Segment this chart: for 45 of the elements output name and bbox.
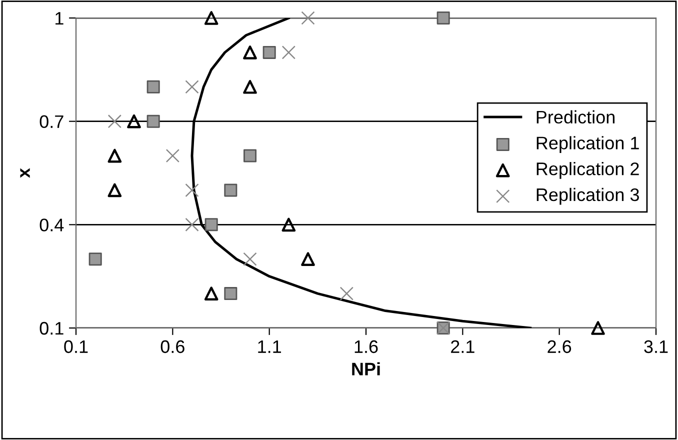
point	[185, 183, 199, 198]
x-tick-label: 3.1	[644, 340, 668, 354]
x-tick-label: 1.1	[258, 340, 282, 353]
point	[185, 218, 199, 232]
point	[146, 80, 160, 94]
x-tick-label: 1.6	[354, 340, 378, 354]
point	[243, 149, 257, 162]
point	[108, 183, 122, 198]
point	[436, 11, 450, 25]
x-tick-label: 2.1	[451, 340, 474, 353]
point	[185, 80, 199, 94]
point	[591, 321, 605, 335]
point	[146, 114, 160, 128]
point	[301, 252, 315, 266]
point	[88, 252, 102, 266]
point	[224, 184, 238, 197]
point	[204, 11, 218, 25]
y-tick-label: 1	[56, 12, 64, 25]
y-tick-label: 0.1	[40, 322, 64, 335]
point	[340, 286, 354, 300]
y-axis-title: x	[20, 168, 30, 178]
point	[108, 114, 122, 128]
x-axis-title: NPi	[352, 362, 380, 376]
point	[224, 287, 238, 300]
point	[108, 148, 122, 163]
point	[204, 218, 218, 232]
point	[243, 46, 257, 60]
legend-label: Replication 3	[536, 188, 639, 205]
legend-label: Replication 2	[536, 162, 639, 179]
y-tick-label: 0.7	[40, 115, 64, 128]
x-tick-label: 0.1	[64, 340, 88, 354]
point	[262, 46, 276, 59]
legend-label: Prediction	[536, 110, 614, 124]
point	[243, 252, 257, 266]
legend-label: Replication 1	[536, 136, 639, 153]
x-tick-label: 0.6	[160, 340, 184, 354]
point	[282, 46, 296, 60]
point	[282, 218, 296, 232]
point	[204, 286, 218, 300]
y-tick-label: 0.4	[40, 218, 64, 232]
point	[243, 80, 257, 94]
point	[166, 148, 180, 163]
point	[301, 11, 315, 25]
x-tick-label: 2.6	[548, 340, 572, 354]
point	[127, 114, 141, 128]
